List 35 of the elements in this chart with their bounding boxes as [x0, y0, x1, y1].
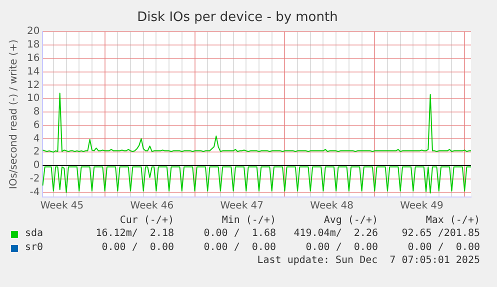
chart-title: Disk IOs per device - by month: [137, 10, 338, 26]
text: 0.00 / 1.68: [202, 227, 276, 241]
text: 16.12m/ 2.18: [94, 227, 174, 241]
text: Min (-/+): [220, 215, 276, 227]
text: 0.00 / 0.00: [406, 241, 480, 255]
y-tick-label: 4: [33, 133, 40, 144]
y-tick-label: 6: [33, 120, 40, 131]
legend-label: sr0: [24, 241, 44, 255]
x-tick-label: Week 46: [130, 200, 174, 212]
legend-label: sda: [24, 227, 44, 241]
text: Max (-/+): [424, 215, 480, 227]
x-tick-label: Week 49: [400, 200, 444, 212]
y-tick-label: 10: [26, 93, 40, 104]
text: 0.00 / 0.00: [100, 241, 174, 255]
y-tick-label: -4: [30, 186, 40, 198]
y-tick-label: 8: [33, 106, 40, 118]
y-tick-label: 0: [33, 160, 40, 172]
y-axis-title: IOs/second read (-) / write (+): [8, 39, 20, 190]
text: 0.00 / 0.00: [202, 241, 276, 255]
text: 0.00 / 0.00: [304, 241, 378, 255]
y-tick-label: 2: [33, 146, 40, 158]
text: Cur (-/+): [118, 215, 174, 227]
y-tick-label: 18: [26, 40, 40, 51]
text: Avg (-/+): [322, 215, 378, 227]
text: 419.04m/ 2.26: [292, 227, 378, 241]
text: Last update: Sun Dec 7 07:05:01 2025: [256, 255, 480, 267]
y-tick-label: 16: [26, 52, 40, 64]
text: 92.65 /201.85: [400, 227, 480, 241]
x-tick-label: Week 48: [310, 200, 354, 212]
y-tick-label: 12: [26, 80, 40, 91]
y-tick-label: -2: [30, 174, 40, 185]
x-tick-label: Week 47: [220, 200, 264, 212]
x-tick-label: Week 45: [40, 200, 84, 212]
y-tick-label: 14: [26, 66, 40, 78]
y-tick-label: 20: [26, 26, 40, 38]
